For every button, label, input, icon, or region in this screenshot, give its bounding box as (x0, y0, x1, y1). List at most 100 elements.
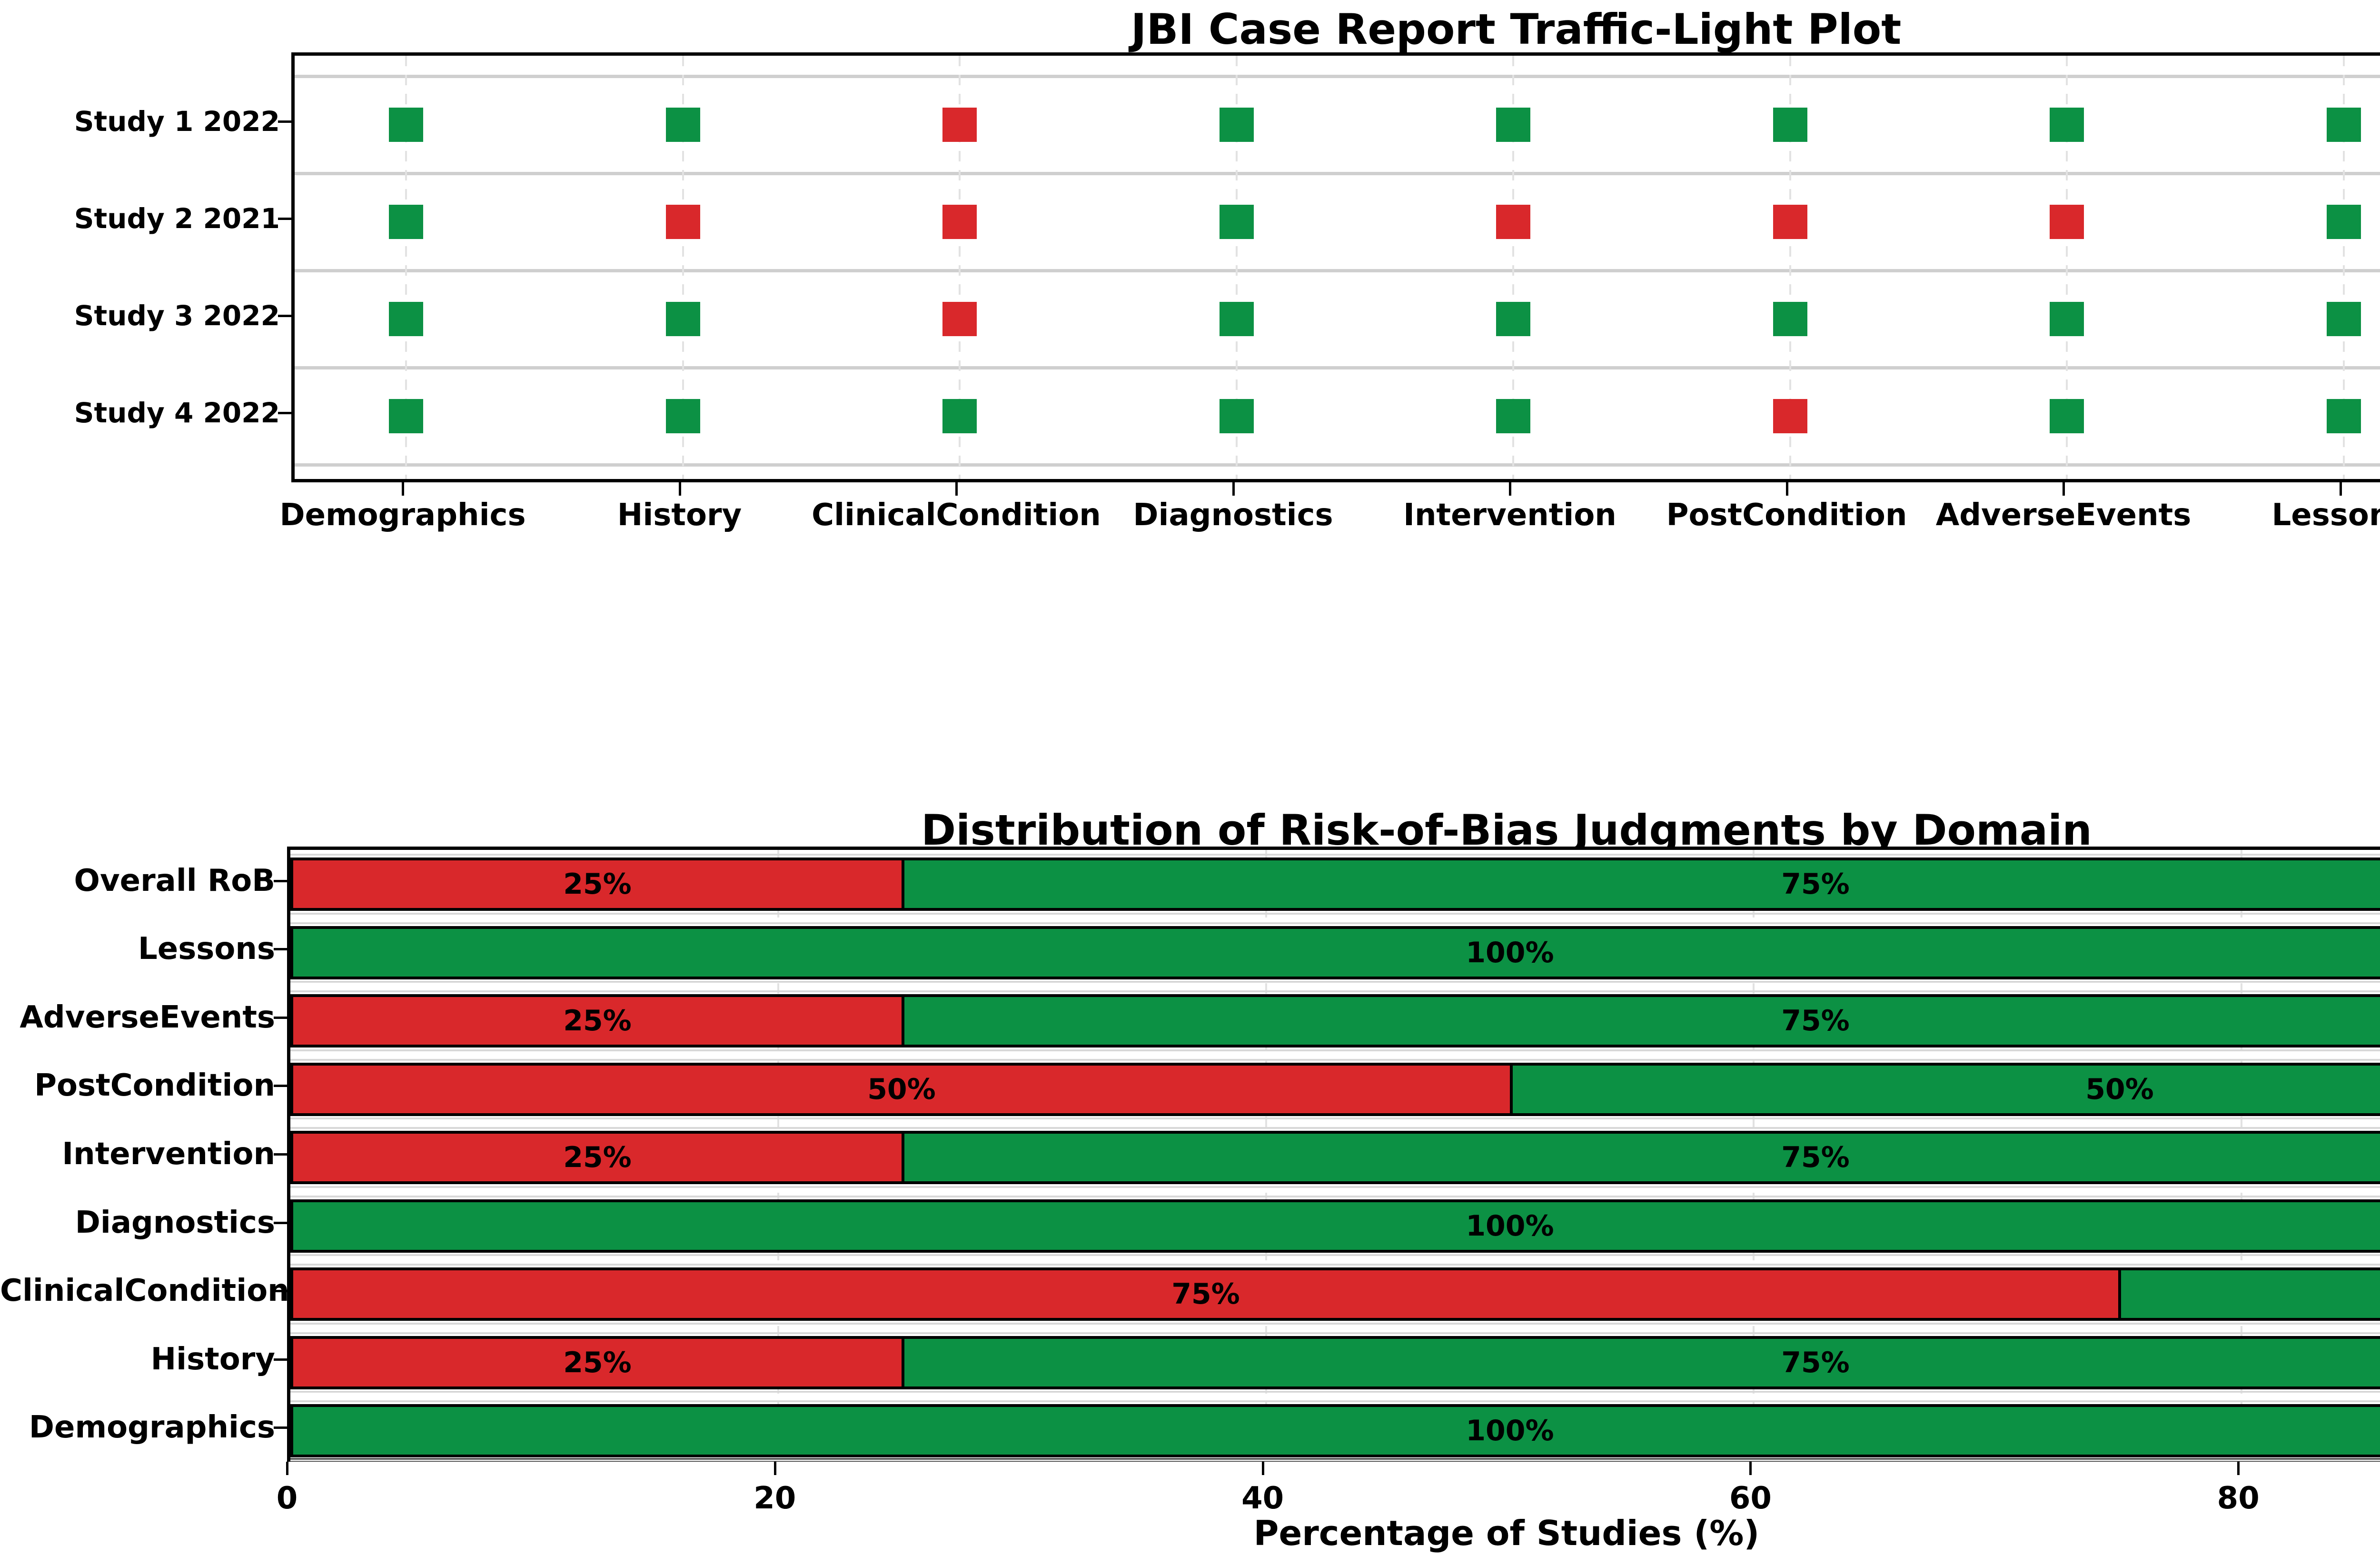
y-axis-tick (274, 948, 287, 951)
domain-label: Lessons (2271, 498, 2380, 533)
column-gridline (682, 56, 684, 479)
y-axis-tick (274, 1016, 287, 1019)
bar-gap-gridline (290, 1117, 2380, 1120)
bar-segment-high-risk: 25% (293, 1338, 902, 1386)
stacked-bar-intervention: 25% 75% (290, 1131, 2380, 1185)
y-axis-tick (278, 412, 291, 414)
bar-gap-gridline (290, 1391, 2380, 1393)
bar-segment-low-risk: 50% (1510, 1065, 2380, 1113)
bar-chart-title: Distribution of Risk-of-Bias Judgments b… (921, 806, 2092, 855)
bar-gap-gridline (290, 981, 2380, 983)
traffic-cell-low-risk (2050, 108, 2084, 142)
bar-segment-label: 25% (563, 1004, 632, 1038)
traffic-cell-low-risk (665, 302, 700, 336)
study-label: Study 3 2022 (74, 299, 280, 332)
traffic-cell-low-risk (1496, 108, 1530, 142)
bar-segment-low-risk: 75% (902, 1338, 2380, 1386)
traffic-cell-low-risk (2326, 399, 2361, 433)
traffic-cell-low-risk (2050, 302, 2084, 336)
row-separator-gridline (295, 463, 2380, 467)
x-tick-label: 60 (1729, 1481, 1772, 1516)
bar-gap-gridline (290, 1186, 2380, 1188)
bar-category-label: Diagnostics (75, 1205, 275, 1240)
bar-segment-label: 75% (1781, 1141, 1850, 1175)
x-axis-tick (402, 482, 404, 496)
bar-gap-gridline (290, 1195, 2380, 1197)
bar-segment-label: 100% (1466, 1414, 1554, 1448)
stacked-bar-diagnostics: 100% (290, 1199, 2380, 1253)
bar-gap-gridline (290, 1049, 2380, 1051)
x-axis-tick (774, 1462, 776, 1475)
bar-segment-label: 50% (867, 1072, 936, 1106)
bar-gap-gridline (290, 1400, 2380, 1403)
stacked-bar-history: 25% 75% (290, 1336, 2380, 1389)
stacked-bar-demographics: 100% (290, 1404, 2380, 1458)
traffic-cell-low-risk (1773, 108, 1807, 142)
bar-segment-low-risk: 75% (902, 1134, 2380, 1182)
traffic-cell-high-risk (942, 302, 977, 336)
bar-segment-label: 75% (1781, 1004, 1850, 1038)
x-axis-tick (2063, 482, 2065, 496)
stacked-bar-postcondition: 50% 50% (290, 1062, 2380, 1116)
bar-gap-gridline (290, 1058, 2380, 1061)
column-gridline (2342, 56, 2345, 479)
x-tick-label: 80 (2217, 1481, 2260, 1516)
domain-label: AdverseEvents (1935, 498, 2192, 533)
y-axis-tick (278, 315, 291, 317)
y-axis-tick (274, 1426, 287, 1429)
domain-label: PostCondition (1666, 498, 1907, 533)
y-axis-tick (274, 1358, 287, 1361)
bar-segment-low-risk: 100% (293, 928, 2380, 977)
traffic-cell-low-risk (1773, 302, 1807, 336)
bar-segment-label: 75% (1781, 1346, 1850, 1379)
bar-segment-low-risk: 25% (2118, 1270, 2380, 1318)
y-axis-tick (278, 218, 291, 220)
bar-gap-gridline (290, 1332, 2380, 1334)
column-gridline (1235, 56, 1238, 479)
bar-gap-gridline (290, 854, 2380, 856)
x-axis-tick (1785, 482, 1788, 496)
x-tick-label: 0 (276, 1481, 298, 1516)
y-axis-tick (274, 1153, 287, 1156)
bar-gap-gridline (290, 990, 2380, 993)
bar-segment-label: 25% (563, 1141, 632, 1175)
traffic-cell-low-risk (1219, 302, 1254, 336)
domain-label: Demographics (279, 498, 526, 533)
x-axis-tick (678, 482, 681, 496)
bar-category-label: Overall RoB (74, 863, 275, 898)
study-label: Study 2 2021 (74, 202, 280, 235)
x-axis-tick (1261, 1462, 1264, 1475)
x-tick-label: 40 (1241, 1481, 1284, 1516)
y-axis-tick (274, 879, 287, 882)
x-tick-label: 20 (754, 1481, 796, 1516)
bar-gap-gridline (290, 922, 2380, 924)
traffic-cell-low-risk (2326, 302, 2361, 336)
stacked-bar-overall-rob: 25% 75% (290, 858, 2380, 911)
row-separator-gridline (295, 366, 2380, 369)
bar-segment-low-risk: 75% (902, 860, 2380, 908)
bar-segment-label: 100% (1466, 936, 1554, 969)
bar-category-label: Intervention (62, 1137, 275, 1172)
bar-segment-high-risk: 25% (293, 860, 902, 908)
bar-segment-label: 25% (563, 1346, 632, 1379)
bar-segment-low-risk: 100% (293, 1407, 2380, 1455)
bar-segment-high-risk: 50% (293, 1065, 1510, 1113)
bar-gap-gridline (290, 1127, 2380, 1129)
y-axis-tick (274, 1221, 287, 1224)
study-label: Study 4 2022 (74, 397, 280, 429)
traffic-cell-high-risk (665, 205, 700, 239)
column-gridline (2066, 56, 2068, 479)
traffic-cell-low-risk (2326, 108, 2361, 142)
traffic-cell-low-risk (389, 302, 423, 336)
traffic-cell-high-risk (942, 108, 977, 142)
traffic-cell-low-risk (665, 399, 700, 433)
stacked-bar-lessons: 100% (290, 926, 2380, 979)
y-axis-tick (274, 1290, 287, 1293)
x-axis-tick (1509, 482, 1511, 496)
traffic-cell-high-risk (1773, 205, 1807, 239)
bar-gap-gridline (290, 1322, 2380, 1325)
traffic-cell-low-risk (1496, 399, 1530, 433)
traffic-cell-high-risk (942, 205, 977, 239)
x-axis-tick (1749, 1462, 1752, 1475)
